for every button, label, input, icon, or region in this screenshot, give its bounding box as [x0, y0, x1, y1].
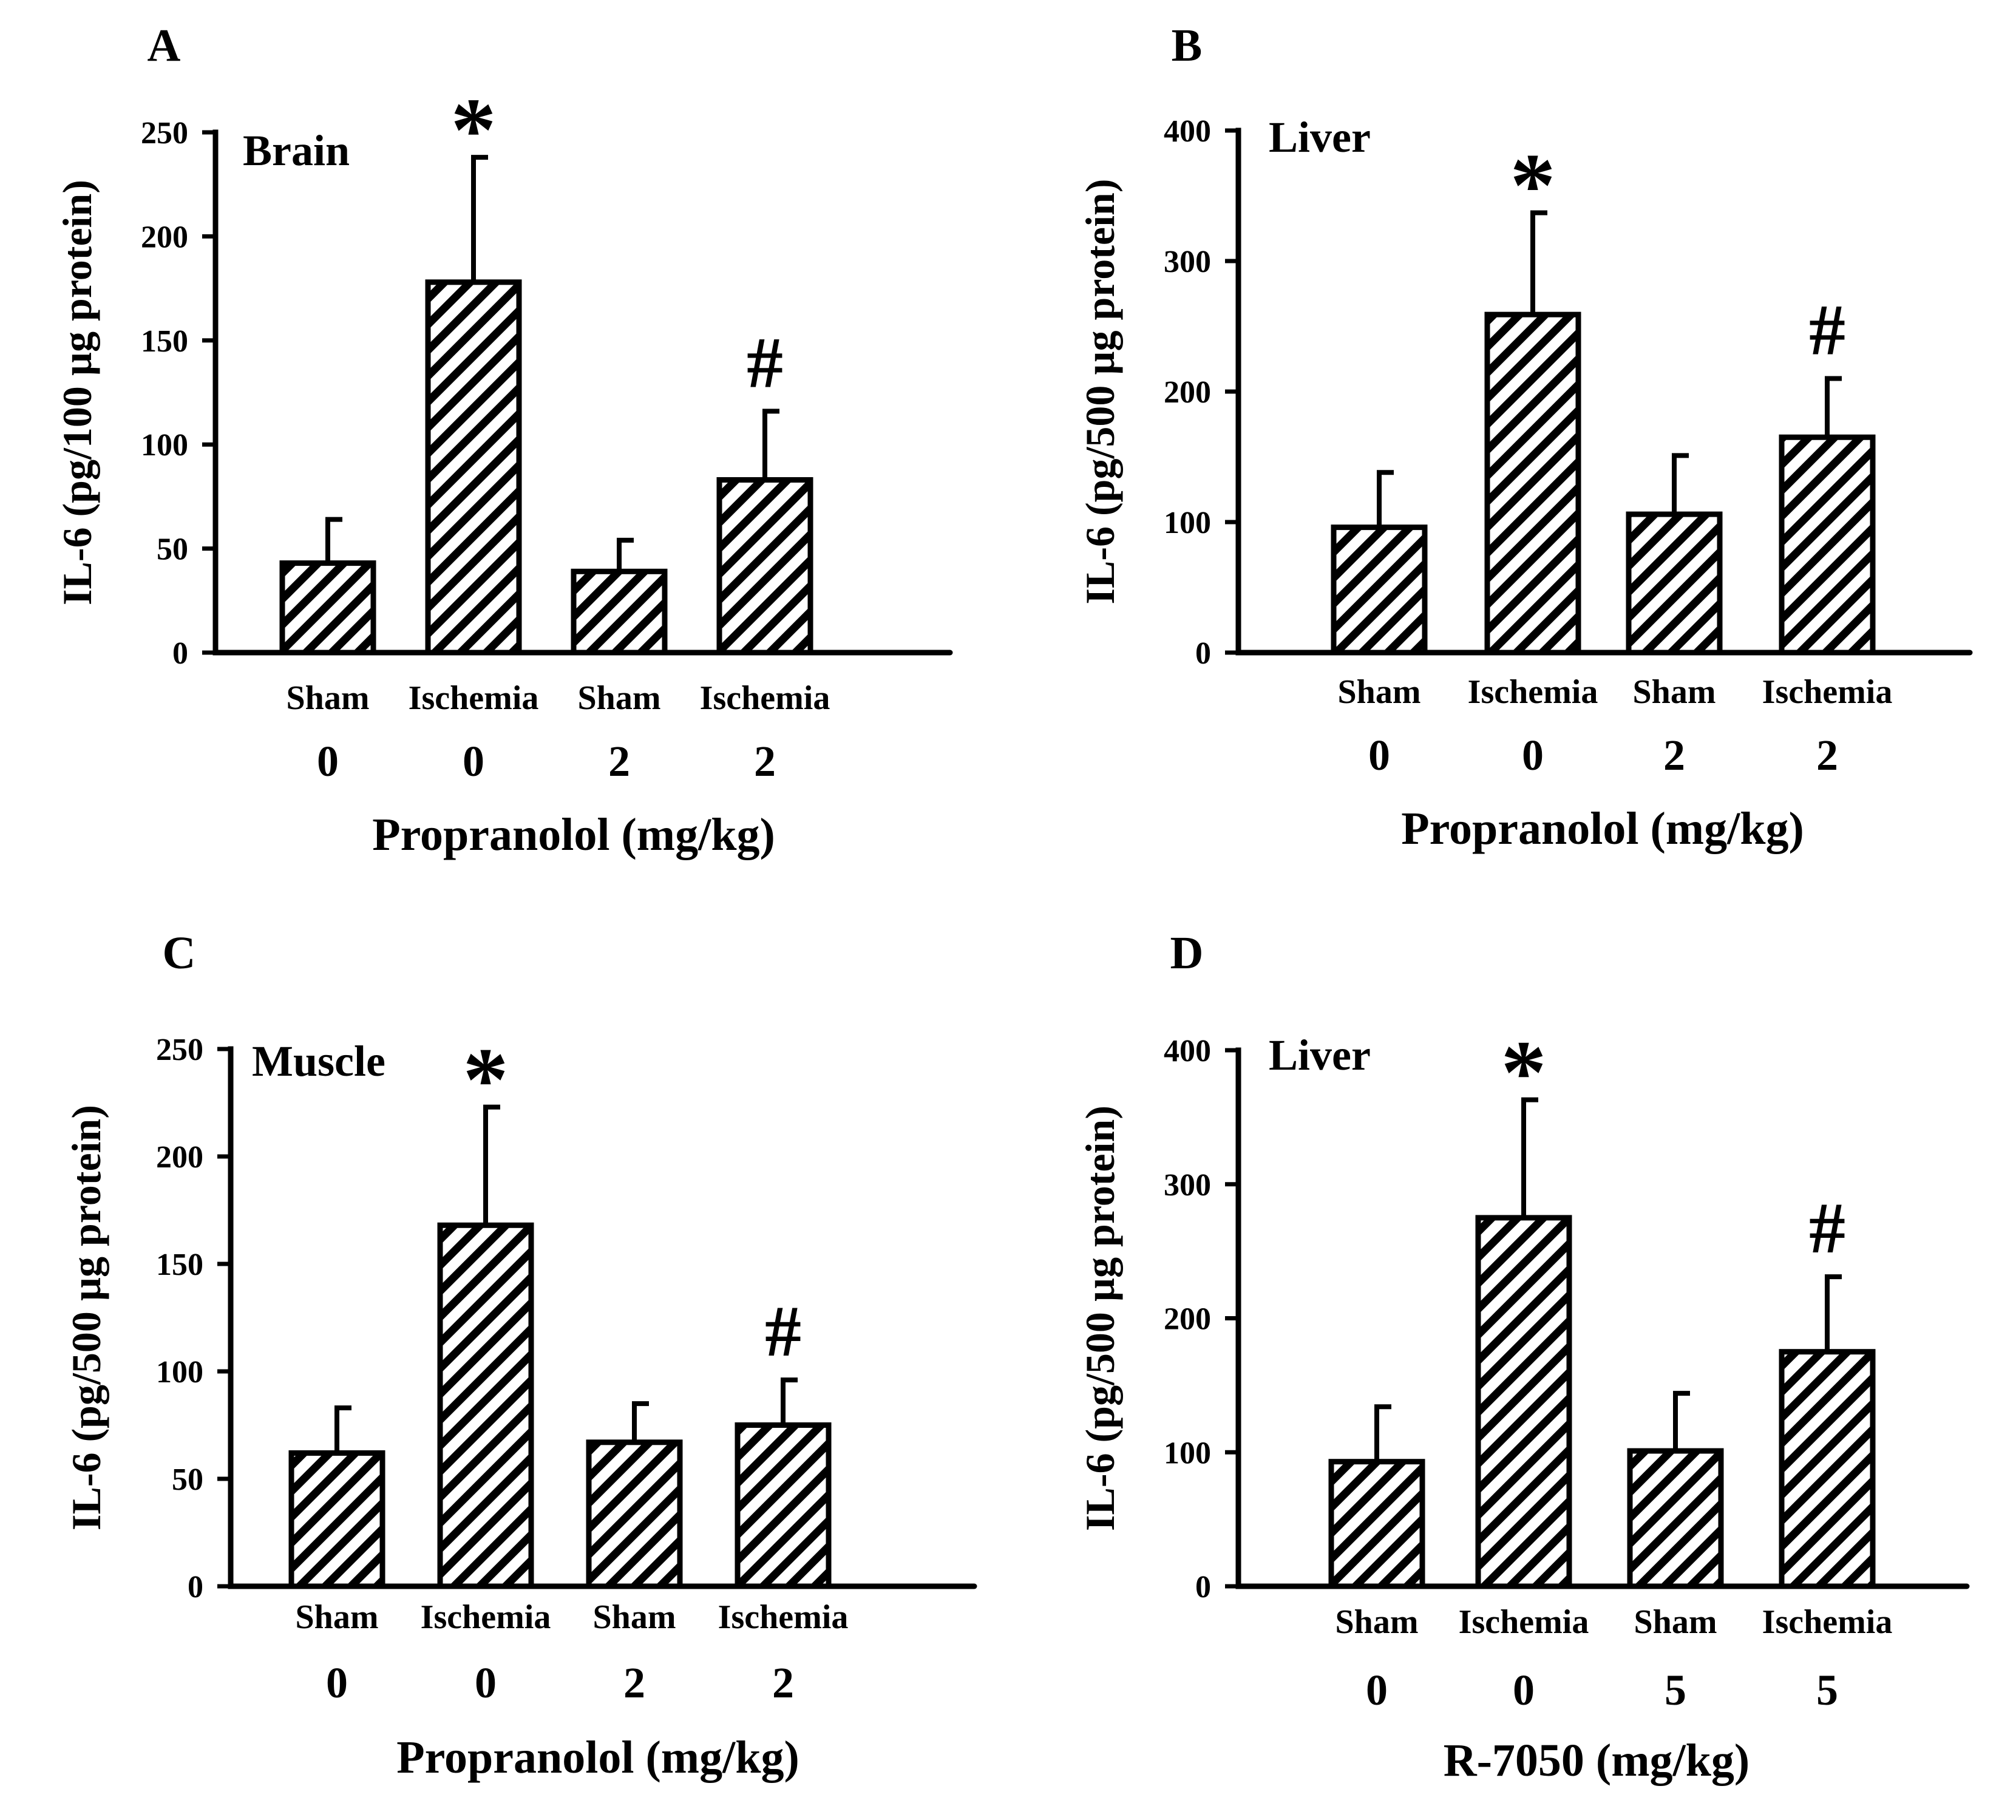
significance-star: *	[451, 80, 497, 180]
significance-hash: #	[765, 1291, 801, 1371]
y-axis-title: IL-6 (pg/500 µg protein)	[1077, 179, 1123, 605]
panel-letter: B	[1172, 20, 1203, 71]
x-dose-label: 0	[317, 737, 339, 786]
x-category-label: Ischemia	[421, 1598, 551, 1636]
y-tick-label: 150	[156, 1248, 203, 1282]
y-tick-label: 400	[1164, 114, 1211, 149]
significance-hash: #	[1809, 290, 1845, 370]
bar	[425, 279, 522, 656]
x-category-label: Sham	[1634, 1603, 1717, 1641]
bar	[716, 477, 813, 656]
x-category-label: Ischemia	[1468, 673, 1598, 711]
y-tick-label: 0	[188, 1570, 203, 1604]
bar	[1484, 311, 1581, 656]
x-dose-label: 2	[772, 1659, 794, 1707]
x-dose-label: 0	[1368, 731, 1390, 779]
x-dose-label: 0	[1522, 731, 1544, 779]
y-tick-label: 0	[172, 636, 188, 671]
y-tick-label: 100	[156, 1355, 203, 1390]
y-tick-label: 200	[156, 1140, 203, 1175]
tissue-label: Brain	[243, 126, 350, 175]
x-category-label: Sham	[287, 679, 370, 717]
panel-letter: C	[163, 928, 196, 979]
significance-hash: #	[747, 322, 783, 402]
x-category-label: Ischemia	[1459, 1603, 1589, 1641]
bar	[1626, 511, 1723, 656]
x-category-label: Sham	[1336, 1603, 1419, 1641]
panel-letter: A	[148, 20, 181, 71]
x-category-label: Ischemia	[718, 1598, 849, 1636]
x-category-label: Ischemia	[700, 679, 830, 717]
x-dose-label: 0	[463, 737, 484, 786]
bar	[1475, 1215, 1572, 1589]
significance-star: *	[1501, 1022, 1547, 1123]
bar	[571, 568, 668, 656]
x-category-label: Sham	[578, 679, 661, 717]
x-dose-label: 0	[326, 1659, 348, 1707]
y-axis-title: IL-6 (pg/100 µg protein)	[54, 180, 100, 605]
x-axis-title: R-7050 (mg/kg)	[1444, 1735, 1750, 1786]
x-dose-label: 2	[754, 737, 776, 786]
x-dose-label: 2	[623, 1659, 645, 1707]
y-tick-label: 100	[1164, 506, 1211, 540]
y-tick-label: 0	[1195, 636, 1211, 671]
y-tick-label: 400	[1164, 1034, 1211, 1068]
x-dose-label: 5	[1665, 1666, 1686, 1714]
panel-letter: D	[1170, 928, 1204, 979]
bar	[288, 1450, 385, 1589]
tissue-label: Liver	[1269, 1031, 1371, 1079]
y-tick-label: 300	[1164, 1168, 1211, 1203]
x-axis-title: Propranolol (mg/kg)	[372, 809, 775, 860]
bar	[1779, 434, 1876, 656]
x-dose-label: 2	[1663, 731, 1685, 779]
y-axis-title: IL-6 (pg/500 µg protein)	[1077, 1105, 1123, 1531]
bar	[1779, 1349, 1876, 1589]
y-tick-label: 50	[157, 532, 188, 567]
y-tick-label: 100	[141, 428, 188, 463]
x-category-label: Ischemia	[1762, 673, 1893, 711]
x-dose-label: 2	[608, 737, 630, 786]
x-axis-title: Propranolol (mg/kg)	[396, 1732, 799, 1783]
x-dose-label: 2	[1816, 731, 1838, 779]
x-axis-title: Propranolol (mg/kg)	[1401, 803, 1804, 854]
tissue-label: Muscle	[252, 1037, 385, 1085]
chart-panel-a: A Brain IL-6 (pg/100 µg protein) 0 50 100 150 2…	[54, 20, 953, 860]
chart-panel-c: C Muscle IL-6 (pg/500 µg protein) 0 50 100 150…	[63, 928, 977, 1783]
y-tick-label: 0	[1195, 1570, 1211, 1604]
bar	[586, 1439, 683, 1589]
y-tick-label: 200	[141, 220, 188, 254]
bar	[279, 560, 376, 656]
bar	[1328, 1459, 1425, 1589]
x-dose-label: 5	[1816, 1666, 1838, 1714]
bar	[1627, 1448, 1724, 1589]
y-tick-label: 250	[141, 116, 188, 151]
bar	[735, 1422, 832, 1589]
y-tick-label: 250	[156, 1033, 203, 1067]
chart-panel-d: D Liver IL-6 (pg/500 µg protein) 0 100 200 300…	[1077, 928, 1970, 1786]
y-tick-label: 300	[1164, 245, 1211, 279]
tissue-label: Liver	[1269, 113, 1371, 161]
y-tick-label: 50	[172, 1462, 203, 1497]
x-dose-label: 0	[1513, 1666, 1535, 1714]
significance-hash: #	[1809, 1187, 1845, 1268]
x-category-label: Sham	[1633, 673, 1716, 711]
bar	[437, 1222, 534, 1589]
x-dose-label: 0	[1366, 1666, 1388, 1714]
bar	[1331, 525, 1428, 656]
x-category-label: Sham	[593, 1598, 676, 1636]
y-tick-label: 200	[1164, 375, 1211, 410]
y-tick-label: 200	[1164, 1302, 1211, 1337]
x-category-label: Sham	[296, 1598, 379, 1636]
x-dose-label: 0	[475, 1659, 497, 1707]
y-tick-label: 150	[141, 324, 188, 359]
significance-star: *	[463, 1030, 509, 1130]
significance-star: *	[1510, 135, 1556, 236]
y-axis-title: IL-6 (pg/500 µg protein)	[63, 1105, 109, 1530]
y-tick-label: 100	[1164, 1436, 1211, 1470]
x-category-label: Ischemia	[1762, 1603, 1893, 1641]
x-category-label: Sham	[1338, 673, 1421, 711]
x-category-label: Ischemia	[409, 679, 539, 717]
